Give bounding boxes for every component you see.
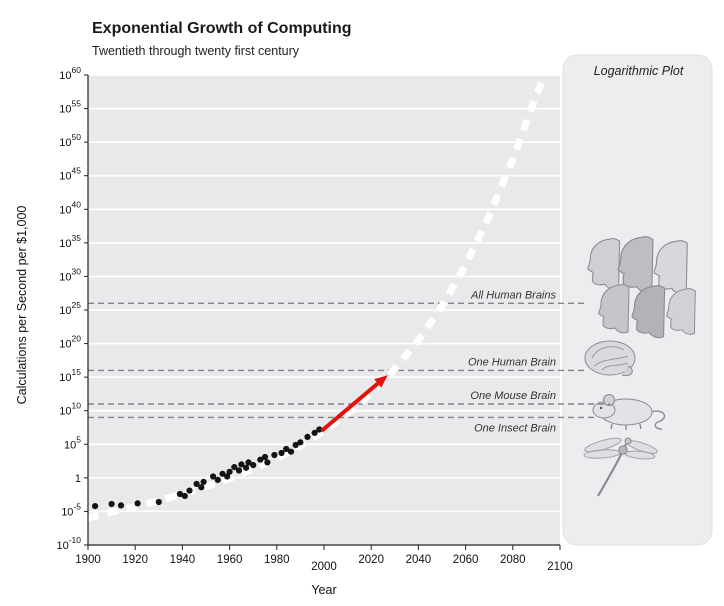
y-tick-label: 1010: [59, 401, 81, 418]
threshold-label: One Human Brain: [468, 356, 556, 368]
human-heads-image: [587, 236, 696, 339]
side-panel: [562, 54, 713, 546]
y-tick-label: 1030: [59, 266, 81, 283]
forecast-arrow-head: [374, 375, 388, 388]
y-tick-label: 1025: [59, 300, 81, 317]
x-tick-label: 2100: [547, 561, 573, 573]
chart-subtitle: Twentieth through twenty first century: [92, 44, 300, 58]
y-tick-label: 1040: [59, 199, 81, 216]
y-tick-label: 1: [75, 473, 81, 485]
threshold-label: All Human Brains: [470, 289, 556, 301]
y-tick-label: 1045: [59, 166, 81, 183]
x-tick-label: 2040: [406, 554, 432, 566]
y-tick-label: 1035: [59, 233, 81, 250]
scatter-points: [92, 426, 323, 510]
mouse-image: [592, 394, 666, 430]
x-tick-label: 1920: [122, 554, 148, 566]
legend-label: Logarithmic Plot: [593, 64, 684, 78]
plot-layer: 1060 1055 1050 1045 1040 1035 1030 1025 1020 1015…: [56, 65, 610, 573]
x-tick-label: 1980: [264, 554, 290, 566]
brain-image: [584, 340, 636, 377]
x-tick-label: 2000: [311, 561, 337, 573]
x-axis-label: Year: [311, 583, 337, 597]
forecast-arrow: [320, 381, 380, 433]
y-tick-label: 1055: [59, 99, 81, 116]
y-tick-label: 105: [64, 434, 81, 451]
x-tick-label: 1900: [75, 554, 101, 566]
threshold-label: One Mouse Brain: [470, 390, 556, 402]
x-tick-label: 1940: [170, 554, 196, 566]
y-tick-label: 10-10: [56, 535, 81, 552]
y-tick-label: 1050: [59, 132, 81, 149]
chart-title: Exponential Growth of Computing: [92, 20, 352, 37]
x-tick-label: 2060: [453, 554, 479, 566]
x-tick-label: 2080: [500, 554, 526, 566]
dragonfly-image: [583, 437, 658, 497]
trend-curve: [88, 75, 549, 522]
threshold-label: One Insect Brain: [474, 422, 556, 434]
x-tick-label: 2020: [358, 554, 384, 566]
y-tick-label: 1015: [59, 367, 81, 384]
y-tick-label: 1020: [59, 334, 81, 351]
y-axis-label: Calculations per Second per $1,000: [15, 205, 29, 405]
x-tick-label: 1960: [217, 554, 243, 566]
y-tick-label: 10-5: [61, 501, 81, 518]
y-tick-label: 1060: [59, 65, 81, 82]
